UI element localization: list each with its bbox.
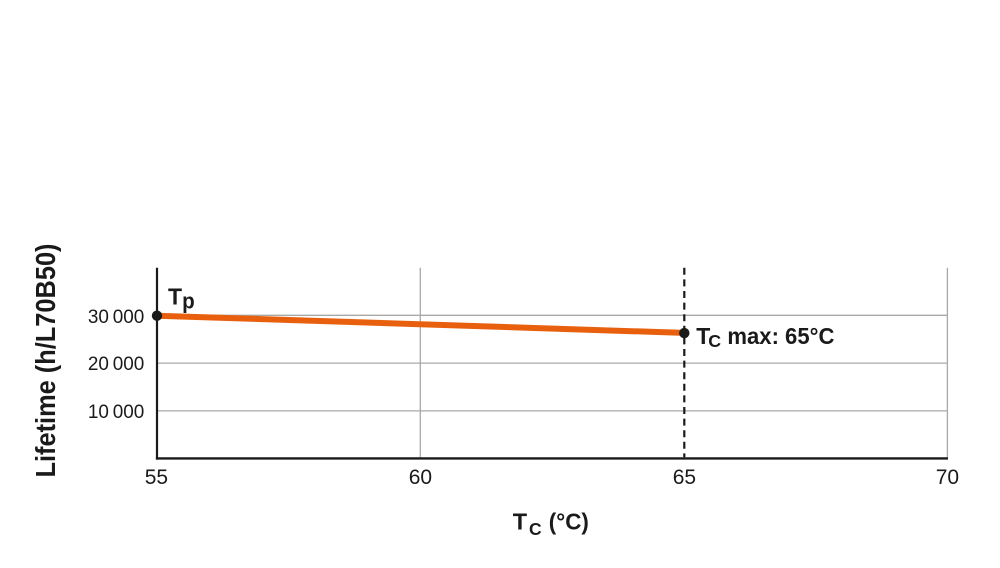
svg-text:70: 70 <box>936 466 959 489</box>
svg-text:10 000: 10 000 <box>88 401 145 423</box>
svg-text:20 000: 20 000 <box>88 353 145 375</box>
svg-text:T: T <box>696 323 710 349</box>
svg-text:C: C <box>708 331 721 351</box>
svg-text:max: 65°C: max: 65°C <box>727 323 834 349</box>
svg-text:p: p <box>182 288 195 313</box>
svg-text:T: T <box>513 509 528 535</box>
svg-text:Lifetime (h/L70B50): Lifetime (h/L70B50) <box>29 244 61 478</box>
svg-text:55: 55 <box>145 466 168 489</box>
svg-text:30 000: 30 000 <box>88 306 145 328</box>
svg-text:C: C <box>529 519 542 539</box>
svg-text:(°C): (°C) <box>549 509 589 535</box>
svg-text:T: T <box>168 283 182 309</box>
svg-text:65: 65 <box>673 466 696 489</box>
svg-text:60: 60 <box>409 466 432 489</box>
